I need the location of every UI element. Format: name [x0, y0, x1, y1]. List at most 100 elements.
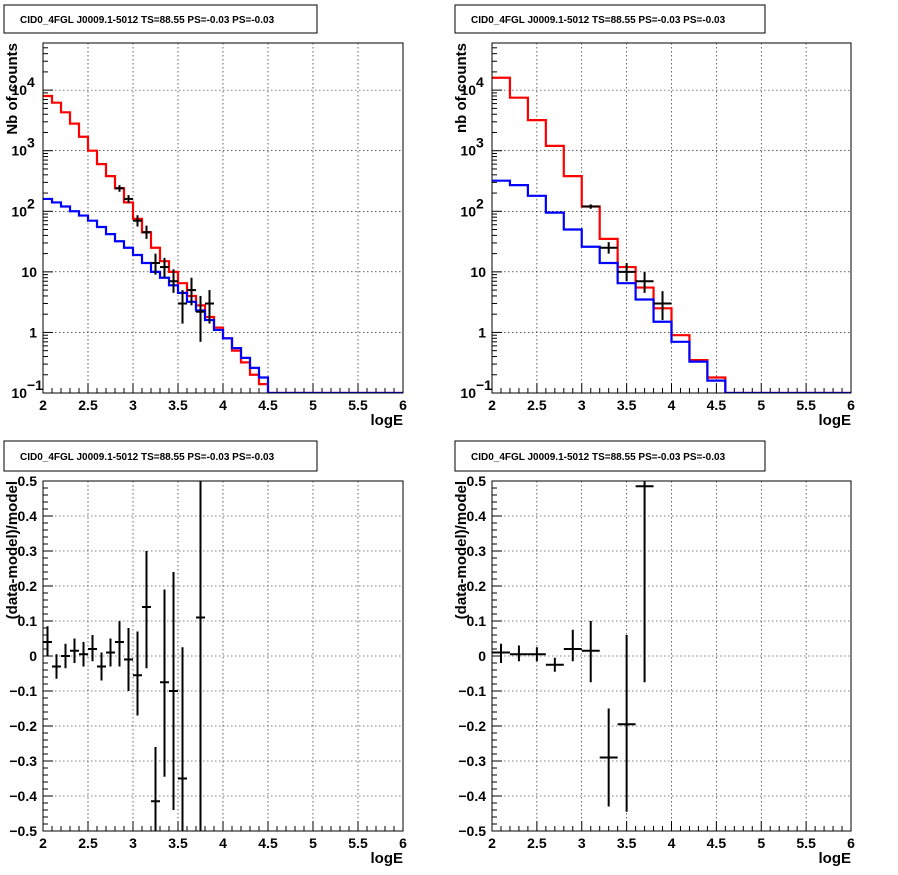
x-tick-label: 4 — [219, 835, 227, 851]
data-point — [599, 708, 618, 807]
x-tick-label: 5.5 — [796, 835, 816, 851]
y-tick-exponent: 3 — [27, 135, 35, 151]
series-blue-histogram — [492, 179, 851, 393]
plot-area — [43, 481, 205, 831]
title-box — [3, 4, 318, 34]
x-tick-label: 3.5 — [617, 397, 637, 413]
x-tick-label: 3.5 — [168, 835, 188, 851]
y-tick-label: 0 — [29, 648, 37, 664]
x-tick-label: 3 — [578, 397, 586, 413]
data-point — [492, 643, 510, 663]
y-tick-label: 0.4 — [18, 508, 38, 524]
y-tick-label: 0.2 — [467, 578, 487, 594]
x-tick-label: 2.5 — [527, 397, 547, 413]
y-tick-label: 0 — [478, 648, 486, 664]
data-point — [70, 638, 79, 663]
title-box — [3, 440, 318, 472]
y-tick-label: −0.3 — [9, 753, 37, 769]
data-point — [178, 647, 187, 831]
y-tick-exponent: −1 — [476, 377, 492, 393]
y-tick-label: 10 — [11, 203, 27, 219]
data-point — [617, 263, 636, 282]
data-point — [187, 277, 196, 306]
y-tick-label: 0.5 — [18, 473, 38, 489]
x-axis-label: logE — [371, 412, 404, 429]
y-tick-label: 0.1 — [18, 613, 38, 629]
y-tick-label: 10 — [460, 203, 476, 219]
x-tick-label: 4 — [219, 397, 227, 413]
y-tick-exponent: 2 — [27, 195, 35, 211]
y-tick-label: −0.5 — [9, 823, 37, 839]
y-tick-label: 0.3 — [467, 543, 487, 559]
y-tick-label: 1 — [29, 324, 37, 340]
plot-frame — [42, 480, 404, 832]
x-tick-label: 4.5 — [258, 397, 278, 413]
x-tick-label: 3 — [129, 397, 137, 413]
x-tick-label: 5 — [309, 397, 317, 413]
y-tick-label: 0.2 — [18, 578, 38, 594]
y-tick-label: 0.5 — [467, 473, 487, 489]
data-point — [205, 290, 214, 324]
y-tick-exponent: 2 — [476, 195, 484, 211]
data-point — [142, 551, 151, 669]
data-point — [545, 657, 564, 672]
data-point — [509, 645, 528, 662]
y-axis-label: Nb of counts — [4, 43, 21, 135]
data-point — [635, 481, 654, 683]
x-tick-label: 4 — [668, 397, 676, 413]
data-point — [133, 631, 142, 716]
data-point — [115, 621, 124, 667]
x-tick-label: 6 — [847, 835, 855, 851]
chart-panel-1: CID0_4FGL J0009.1-5012 TS=88.55 PS=-0.03… — [3, 4, 407, 429]
data-point — [581, 204, 600, 209]
data-point — [169, 269, 178, 293]
x-tick-label: 4 — [668, 835, 676, 851]
y-axis-label: nb of counts — [453, 43, 470, 133]
y-tick-label: 10 — [21, 264, 37, 280]
x-tick-label: 5.5 — [796, 397, 816, 413]
y-axis-label: (data-model)/model — [453, 481, 470, 619]
x-tick-label: 5.5 — [348, 835, 368, 851]
data-point — [124, 195, 133, 203]
x-tick-label: 2.5 — [527, 835, 547, 851]
x-tick-label: 2.5 — [78, 397, 98, 413]
y-tick-exponent: −1 — [27, 377, 43, 393]
data-point — [133, 215, 142, 227]
x-tick-label: 5 — [757, 397, 765, 413]
x-tick-label: 3 — [129, 835, 137, 851]
data-point — [142, 225, 151, 239]
x-axis-label: logE — [819, 850, 852, 867]
y-tick-exponent: 4 — [27, 74, 35, 90]
x-axis-label: logE — [819, 412, 852, 429]
y-tick-label: 0.4 — [467, 508, 487, 524]
chart-panel-2: CID0_4FGL J0009.1-5012 TS=88.55 PS=-0.03… — [453, 4, 855, 429]
y-tick-label: −0.1 — [9, 683, 37, 699]
plot-frame — [42, 42, 404, 394]
data-point — [599, 242, 618, 254]
x-axis-label: logE — [371, 850, 404, 867]
data-point — [106, 638, 115, 667]
chart-panel-4: CID0_4FGL J0009.1-5012 TS=88.55 PS=-0.03… — [453, 440, 855, 867]
chart-panel-3: CID0_4FGL J0009.1-5012 TS=88.55 PS=-0.03… — [3, 440, 407, 867]
y-tick-label: 0.1 — [467, 613, 487, 629]
plot-area — [492, 481, 654, 812]
x-tick-label: 3 — [578, 835, 586, 851]
data-point — [581, 621, 600, 683]
data-point — [151, 747, 160, 831]
y-tick-label: −0.2 — [458, 718, 486, 734]
data-point — [617, 635, 636, 812]
y-tick-label: 0.3 — [18, 543, 38, 559]
x-tick-label: 5 — [757, 835, 765, 851]
x-tick-label: 3.5 — [617, 835, 637, 851]
y-tick-label: 10 — [11, 82, 27, 98]
y-tick-label: −0.3 — [458, 753, 486, 769]
data-point — [160, 257, 169, 278]
data-point — [79, 642, 88, 667]
x-tick-label: 5.5 — [348, 397, 368, 413]
data-point — [169, 572, 178, 810]
data-point — [88, 635, 97, 662]
y-tick-label: 10 — [460, 143, 476, 159]
data-point — [97, 652, 106, 681]
x-tick-label: 4.5 — [707, 835, 727, 851]
